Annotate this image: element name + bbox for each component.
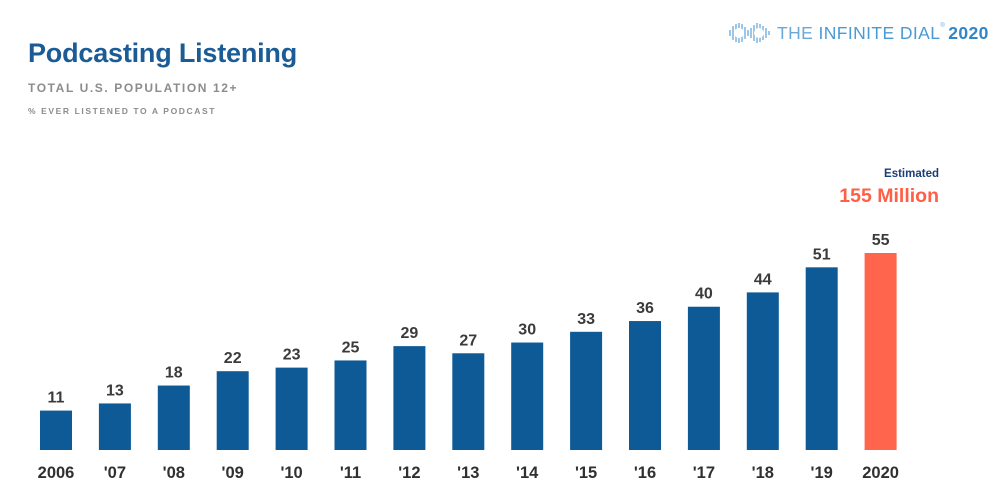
- bar-0: [40, 410, 72, 450]
- value-label-1: 13: [106, 382, 124, 399]
- tick-label-12: '18: [752, 464, 774, 482]
- tick-label-1: '07: [104, 464, 126, 482]
- bar-12: [746, 292, 779, 450]
- bar-6: [393, 346, 426, 450]
- logo-year: 2020: [948, 22, 989, 43]
- bar-2: [157, 385, 190, 450]
- tick-label-10: '16: [634, 464, 656, 482]
- logo-registered-mark: ®: [940, 22, 946, 29]
- tick-label-13: '19: [811, 464, 833, 482]
- value-label-3: 22: [224, 350, 242, 367]
- tick-label-9: '15: [575, 464, 597, 482]
- bar-7: [452, 353, 485, 450]
- logo-prefix: THE: [777, 22, 819, 43]
- value-label-5: 25: [342, 339, 360, 356]
- tick-label-5: '11: [340, 464, 361, 482]
- value-label-6: 29: [401, 325, 419, 342]
- value-label-10: 36: [636, 300, 654, 317]
- value-label-12: 44: [754, 271, 772, 288]
- infinity-icon: [729, 23, 770, 43]
- value-label-9: 33: [577, 311, 595, 328]
- value-label-14: 55: [872, 232, 890, 249]
- bar-8: [511, 342, 544, 450]
- value-label-0: 11: [48, 390, 65, 407]
- chart-subtitle: TOTAL U.S. POPULATION 12+: [28, 81, 239, 95]
- value-label-11: 40: [695, 286, 713, 303]
- bar-10: [629, 321, 661, 450]
- logo-name: INFINITE DIAL: [818, 22, 941, 43]
- tick-label-11: '17: [693, 464, 715, 482]
- tick-label-8: '14: [516, 464, 539, 482]
- value-label-2: 18: [165, 365, 183, 382]
- logo-text: THE INFINITE DIAL® 2020: [777, 23, 989, 44]
- value-label-8: 30: [518, 322, 536, 339]
- value-label-13: 51: [813, 246, 831, 263]
- tick-label-14: 2020: [862, 464, 899, 482]
- estimate-value: 155 Million: [839, 185, 939, 207]
- tick-label-3: '09: [222, 464, 244, 482]
- infinite-dial-logo: THE INFINITE DIAL® 2020: [727, 18, 989, 48]
- bar-9: [570, 331, 603, 450]
- bar-5: [334, 360, 367, 450]
- chart-title: Podcasting Listening: [28, 38, 298, 68]
- bar-1: [98, 403, 131, 450]
- tick-label-2: '08: [163, 464, 185, 482]
- estimate-label: Estimated: [884, 168, 939, 180]
- bar-11: [687, 306, 720, 450]
- bar-14: [864, 253, 897, 450]
- tick-label-4: '10: [280, 464, 302, 482]
- tick-label-7: '13: [457, 464, 479, 482]
- bar-13: [805, 267, 838, 450]
- bar-3: [216, 371, 249, 450]
- value-label-7: 27: [459, 332, 477, 349]
- chart-note: % EVER LISTENED TO A PODCAST: [28, 106, 217, 116]
- value-label-4: 23: [283, 347, 301, 364]
- tick-label-6: '12: [398, 464, 420, 482]
- tick-label-0: 2006: [38, 464, 75, 482]
- bar-4: [275, 367, 308, 450]
